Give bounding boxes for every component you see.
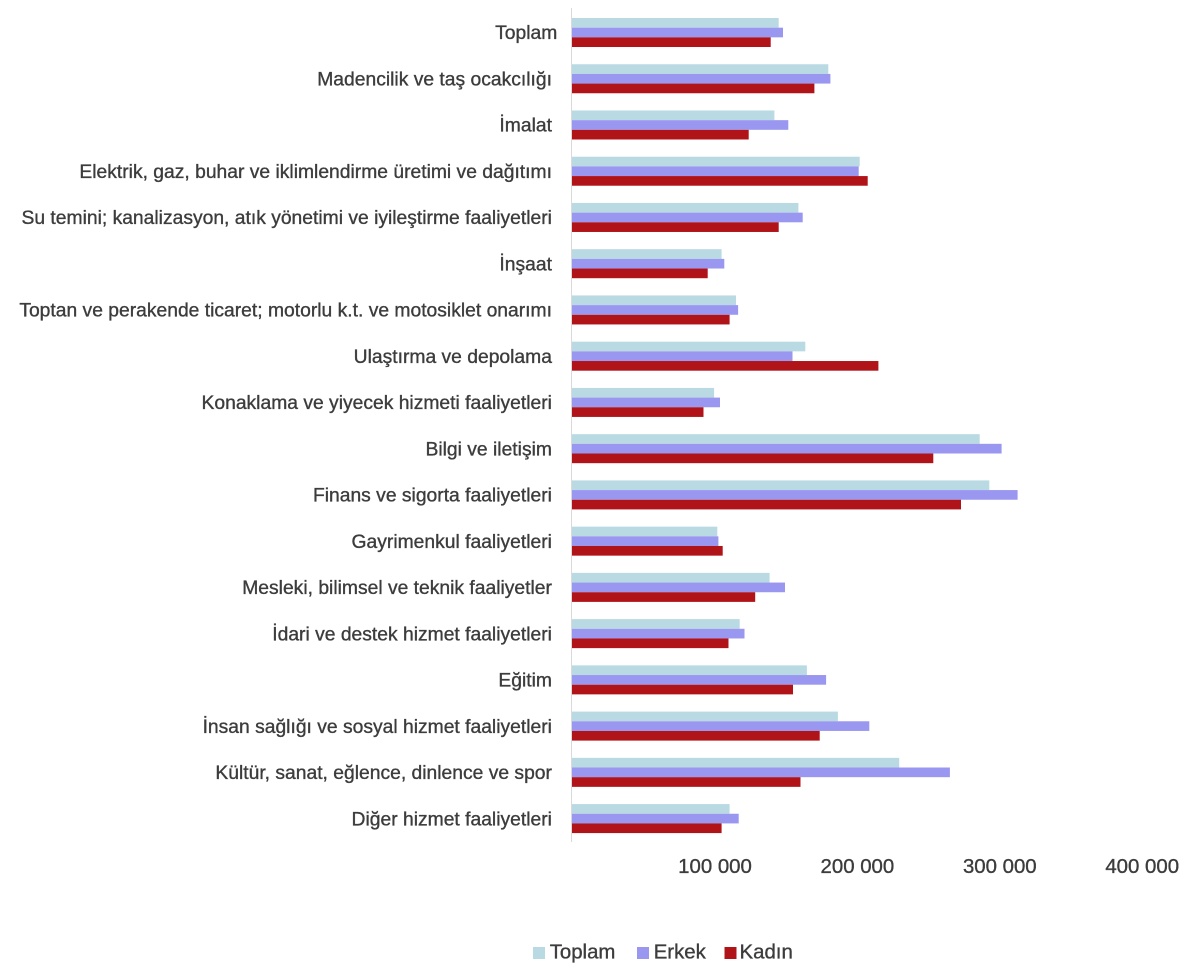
svg-text:Kültür, sanat, eğlence, dinlen: Kültür, sanat, eğlence, dinlence ve spor: [215, 763, 557, 784]
svg-text:200 000: 200 000: [821, 856, 895, 878]
svg-text:İmalat: İmalat: [499, 114, 557, 137]
svg-text:İnşaat: İnşaat: [499, 252, 557, 275]
svg-text:Finans ve sigorta faaliyetleri: Finans ve sigorta faaliyetleri: [313, 486, 557, 507]
svg-text:Ulaştırma ve depolama: Ulaştırma ve depolama: [354, 347, 558, 368]
svg-text:400 000: 400 000: [1105, 856, 1179, 878]
svg-text:Bilgi ve iletişim: Bilgi ve iletişim: [426, 439, 558, 460]
svg-text:İnsan sağlığı ve sosyal hizmet: İnsan sağlığı ve sosyal hizmet faaliyetl…: [203, 715, 558, 738]
svg-text:Toplam: Toplam: [495, 23, 557, 44]
svg-text:Elektrik, gaz, buhar ve ikliml: Elektrik, gaz, buhar ve iklimlendirme ür…: [79, 162, 557, 183]
svg-text:300 000: 300 000: [963, 856, 1037, 878]
svg-text:Toplam: Toplam: [550, 942, 616, 964]
svg-text:Toptan ve perakende ticaret; m: Toptan ve perakende ticaret; motorlu k.t…: [19, 301, 557, 322]
svg-text:Mesleki, bilimsel ve teknik fa: Mesleki, bilimsel ve teknik faaliyetler: [242, 578, 557, 599]
svg-text:Kadın: Kadın: [740, 942, 793, 964]
svg-text:Erkek: Erkek: [654, 942, 707, 964]
svg-text:Su temini; kanalizasyon, atık: Su temini; kanalizasyon, atık yönetimi v…: [21, 208, 557, 229]
svg-text:Diğer hizmet faaliyetleri: Diğer hizmet faaliyetleri: [352, 809, 558, 830]
svg-text:Gayrimenkul faaliyetleri: Gayrimenkul faaliyetleri: [352, 532, 558, 553]
svg-text:İdari ve destek hizmet faaliye: İdari ve destek hizmet faaliyetleri: [272, 622, 557, 645]
svg-text:Konaklama ve yiyecek hizmeti f: Konaklama ve yiyecek hizmeti faaliyetler…: [202, 393, 558, 414]
svg-text:100 000: 100 000: [678, 856, 752, 878]
svg-text:Eğitim: Eğitim: [498, 671, 557, 692]
svg-text:Madencilik ve taş ocakcılığı: Madencilik ve taş ocakcılığı: [317, 69, 557, 90]
